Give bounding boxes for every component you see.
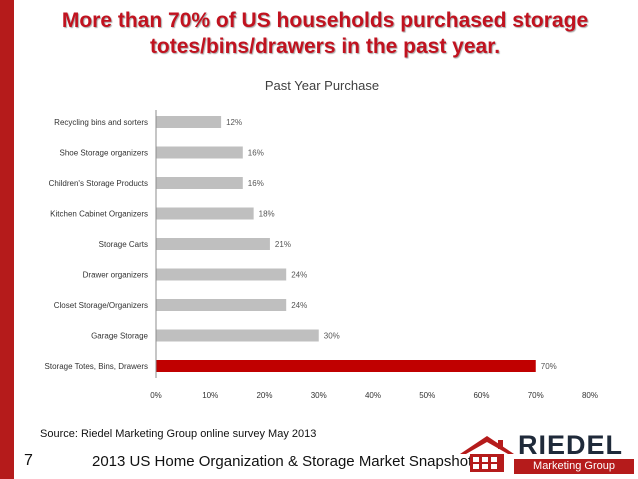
bar-2	[156, 177, 243, 189]
bar-4	[156, 238, 270, 250]
data-label-7: 30%	[324, 332, 340, 341]
category-label-5: Drawer organizers	[83, 271, 148, 280]
bar-0	[156, 116, 222, 128]
chart-title: Past Year Purchase	[265, 78, 379, 93]
bar-1	[156, 146, 243, 159]
x-tick-label-3: 30%	[311, 391, 327, 400]
bar-7	[156, 329, 319, 342]
bar-5	[156, 268, 287, 281]
x-tick-label-5: 50%	[419, 391, 435, 400]
category-label-0: Recycling bins and sorters	[54, 118, 148, 127]
data-label-0: 12%	[226, 118, 242, 127]
source-note: Source: Riedel Marketing Group online su…	[40, 428, 317, 440]
category-label-2: Children's Storage Products	[49, 179, 148, 188]
data-labels: 12% 16% 16% 18% 21% 24% 24% 30% 70%	[226, 118, 557, 371]
category-labels: Recycling bins and sorters Shoe Storage o…	[45, 118, 149, 371]
x-tick-label-0: 0%	[150, 391, 162, 400]
x-tick-label-7: 70%	[528, 391, 544, 400]
slide-headline: More than 70% of US households purchased…	[61, 9, 589, 58]
category-label-6: Closet Storage/Organizers	[54, 301, 148, 310]
chart-bars	[156, 116, 536, 372]
category-label-4: Storage Carts	[99, 240, 148, 249]
bar-8	[156, 360, 536, 372]
logo-tagline: Marketing Group	[514, 459, 634, 474]
category-label-8: Storage Totes, Bins, Drawers	[45, 362, 148, 371]
category-label-1: Shoe Storage organizers	[60, 149, 149, 158]
category-label-3: Kitchen Cabinet Organizers	[50, 210, 148, 219]
data-label-1: 16%	[248, 149, 264, 158]
x-axis: 0% 10% 20% 30% 40% 50% 60% 70% 80%	[150, 110, 598, 400]
data-label-3: 18%	[259, 210, 275, 219]
data-label-2: 16%	[248, 179, 264, 188]
bar-6	[156, 299, 287, 311]
x-tick-label-1: 10%	[202, 391, 218, 400]
x-tick-label-6: 60%	[473, 391, 489, 400]
footer-title: 2013 US Home Organization & Storage Mark…	[92, 453, 473, 470]
x-tick-label-4: 40%	[365, 391, 381, 400]
left-accent-stripe	[0, 0, 14, 479]
data-label-6: 24%	[291, 301, 307, 310]
page-number: 7	[24, 452, 33, 469]
riedel-logo: RIEDEL Marketing Group	[456, 430, 634, 476]
x-tick-label-8: 80%	[582, 391, 598, 400]
data-label-5: 24%	[291, 271, 307, 280]
x-tick-label-2: 20%	[256, 391, 272, 400]
data-label-8: 70%	[541, 362, 557, 371]
category-label-7: Garage Storage	[91, 332, 148, 341]
logo-name: RIEDEL	[518, 430, 624, 460]
data-label-4: 21%	[275, 240, 291, 249]
house-logo-icon	[460, 436, 514, 472]
bar-3	[156, 207, 254, 220]
bar-chart: Past Year Purchase Recycling bins and so…	[45, 78, 598, 400]
